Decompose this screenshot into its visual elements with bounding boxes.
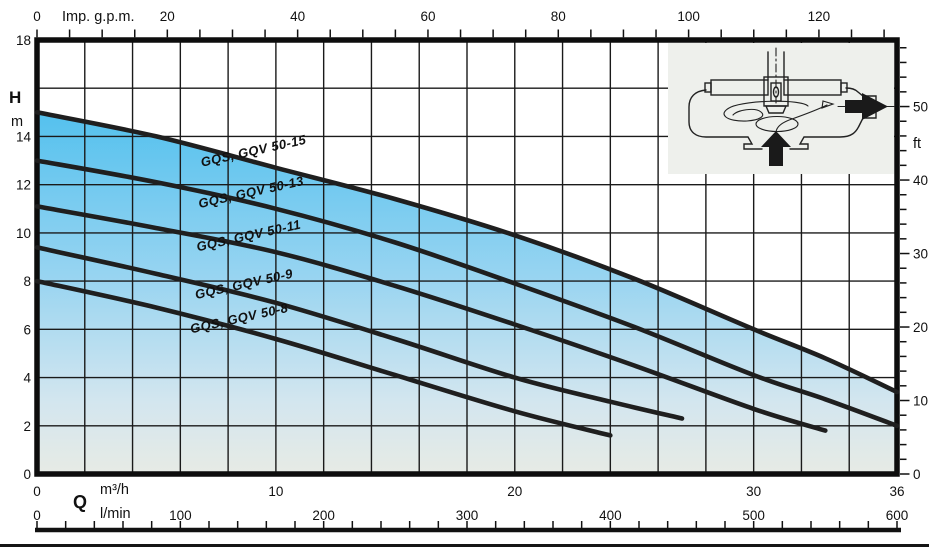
flow-m3h-axis: 0 10 20 30 36	[33, 484, 904, 499]
head-axis-unit-ft: ft	[913, 136, 921, 152]
head-ft-axis: 50 40 30 20 10 0	[900, 47, 928, 482]
head-m-tick-label: 8	[23, 274, 31, 289]
curve-50-13	[34, 158, 900, 429]
head-m-tick-label: 14	[16, 129, 32, 144]
lmin-tick-label: 200	[312, 508, 335, 523]
head-ft-tick-label: 0	[913, 467, 921, 482]
flow-axis-letter: Q	[73, 492, 87, 512]
imp-gpm-tick-label: 0	[33, 9, 41, 24]
page-bottom-rule	[0, 544, 929, 547]
head-m-tick-label: 6	[23, 322, 31, 337]
flow-m3h-tick-label: 10	[268, 484, 283, 499]
pump-schematic-inset	[668, 43, 897, 174]
imp-gpm-tick-label: 40	[290, 9, 305, 24]
flow-m3h-tick-label: 36	[889, 484, 904, 499]
pump-impeller-icon	[704, 76, 848, 114]
head-ft-tick-label: 30	[913, 247, 928, 262]
flow-m3h-tick-label: 0	[33, 484, 41, 499]
flow-axis-unit-m3h: m³/h	[100, 482, 129, 498]
flow-m3h-tick-label: 20	[507, 484, 522, 499]
imp-gpm-tick-label: 80	[551, 9, 566, 24]
imp-gpm-tick-label: 60	[420, 9, 435, 24]
curve-50-8	[34, 278, 613, 438]
flow-m3h-tick-label: 30	[746, 484, 761, 499]
curve-50-11	[34, 204, 828, 433]
head-m-tick-label: 18	[16, 33, 31, 48]
lmin-tick-label: 0	[33, 508, 41, 523]
lmin-tick-label: 500	[742, 508, 765, 523]
head-ft-tick-label: 10	[913, 394, 928, 409]
lmin-tick-label: 400	[599, 508, 622, 523]
head-axis-unit-m: m	[11, 114, 23, 130]
head-m-tick-label: 4	[23, 371, 31, 386]
head-m-tick-label: 2	[23, 419, 31, 434]
flow-axis-unit-lmin: l/min	[100, 506, 131, 522]
head-m-tick-label: 12	[16, 178, 31, 193]
head-ft-tick-label: 50	[913, 100, 928, 115]
imp-gpm-axis-title: Imp. g.p.m.	[62, 9, 135, 25]
curve-50-15	[34, 110, 900, 395]
pump-shaft-icon	[767, 47, 785, 104]
imp-gpm-axis: 0 20 40 60 80 100 120	[33, 9, 885, 38]
imp-gpm-tick-label: 20	[160, 9, 175, 24]
flow-lmin-axis: 0 100 200 300 400 500 600	[33, 508, 909, 533]
lmin-tick-label: 300	[456, 508, 479, 523]
imp-gpm-tick-label: 100	[677, 9, 700, 24]
head-m-axis: 18 14 12 10 8 6 4 2 0	[16, 33, 32, 482]
plot-border	[34, 37, 900, 477]
curve-50-9	[34, 245, 685, 421]
head-ft-tick-label: 40	[913, 173, 928, 188]
lmin-tick-label: 600	[886, 508, 909, 523]
chart-generated-content: 0 20 40 60 80 100 1201814121086420504030201000…	[16, 9, 928, 533]
head-m-tick-label: 10	[16, 226, 31, 241]
outlet-arrow-icon	[845, 93, 888, 120]
pump-casing-icon	[688, 87, 877, 150]
head-axis-letter: H	[9, 88, 21, 107]
head-m-tick-label: 0	[23, 467, 31, 482]
lmin-tick-label: 100	[169, 508, 192, 523]
imp-gpm-tick-label: 120	[808, 9, 831, 24]
inlet-arrow-icon	[761, 131, 791, 166]
head-ft-tick-label: 20	[913, 320, 928, 335]
